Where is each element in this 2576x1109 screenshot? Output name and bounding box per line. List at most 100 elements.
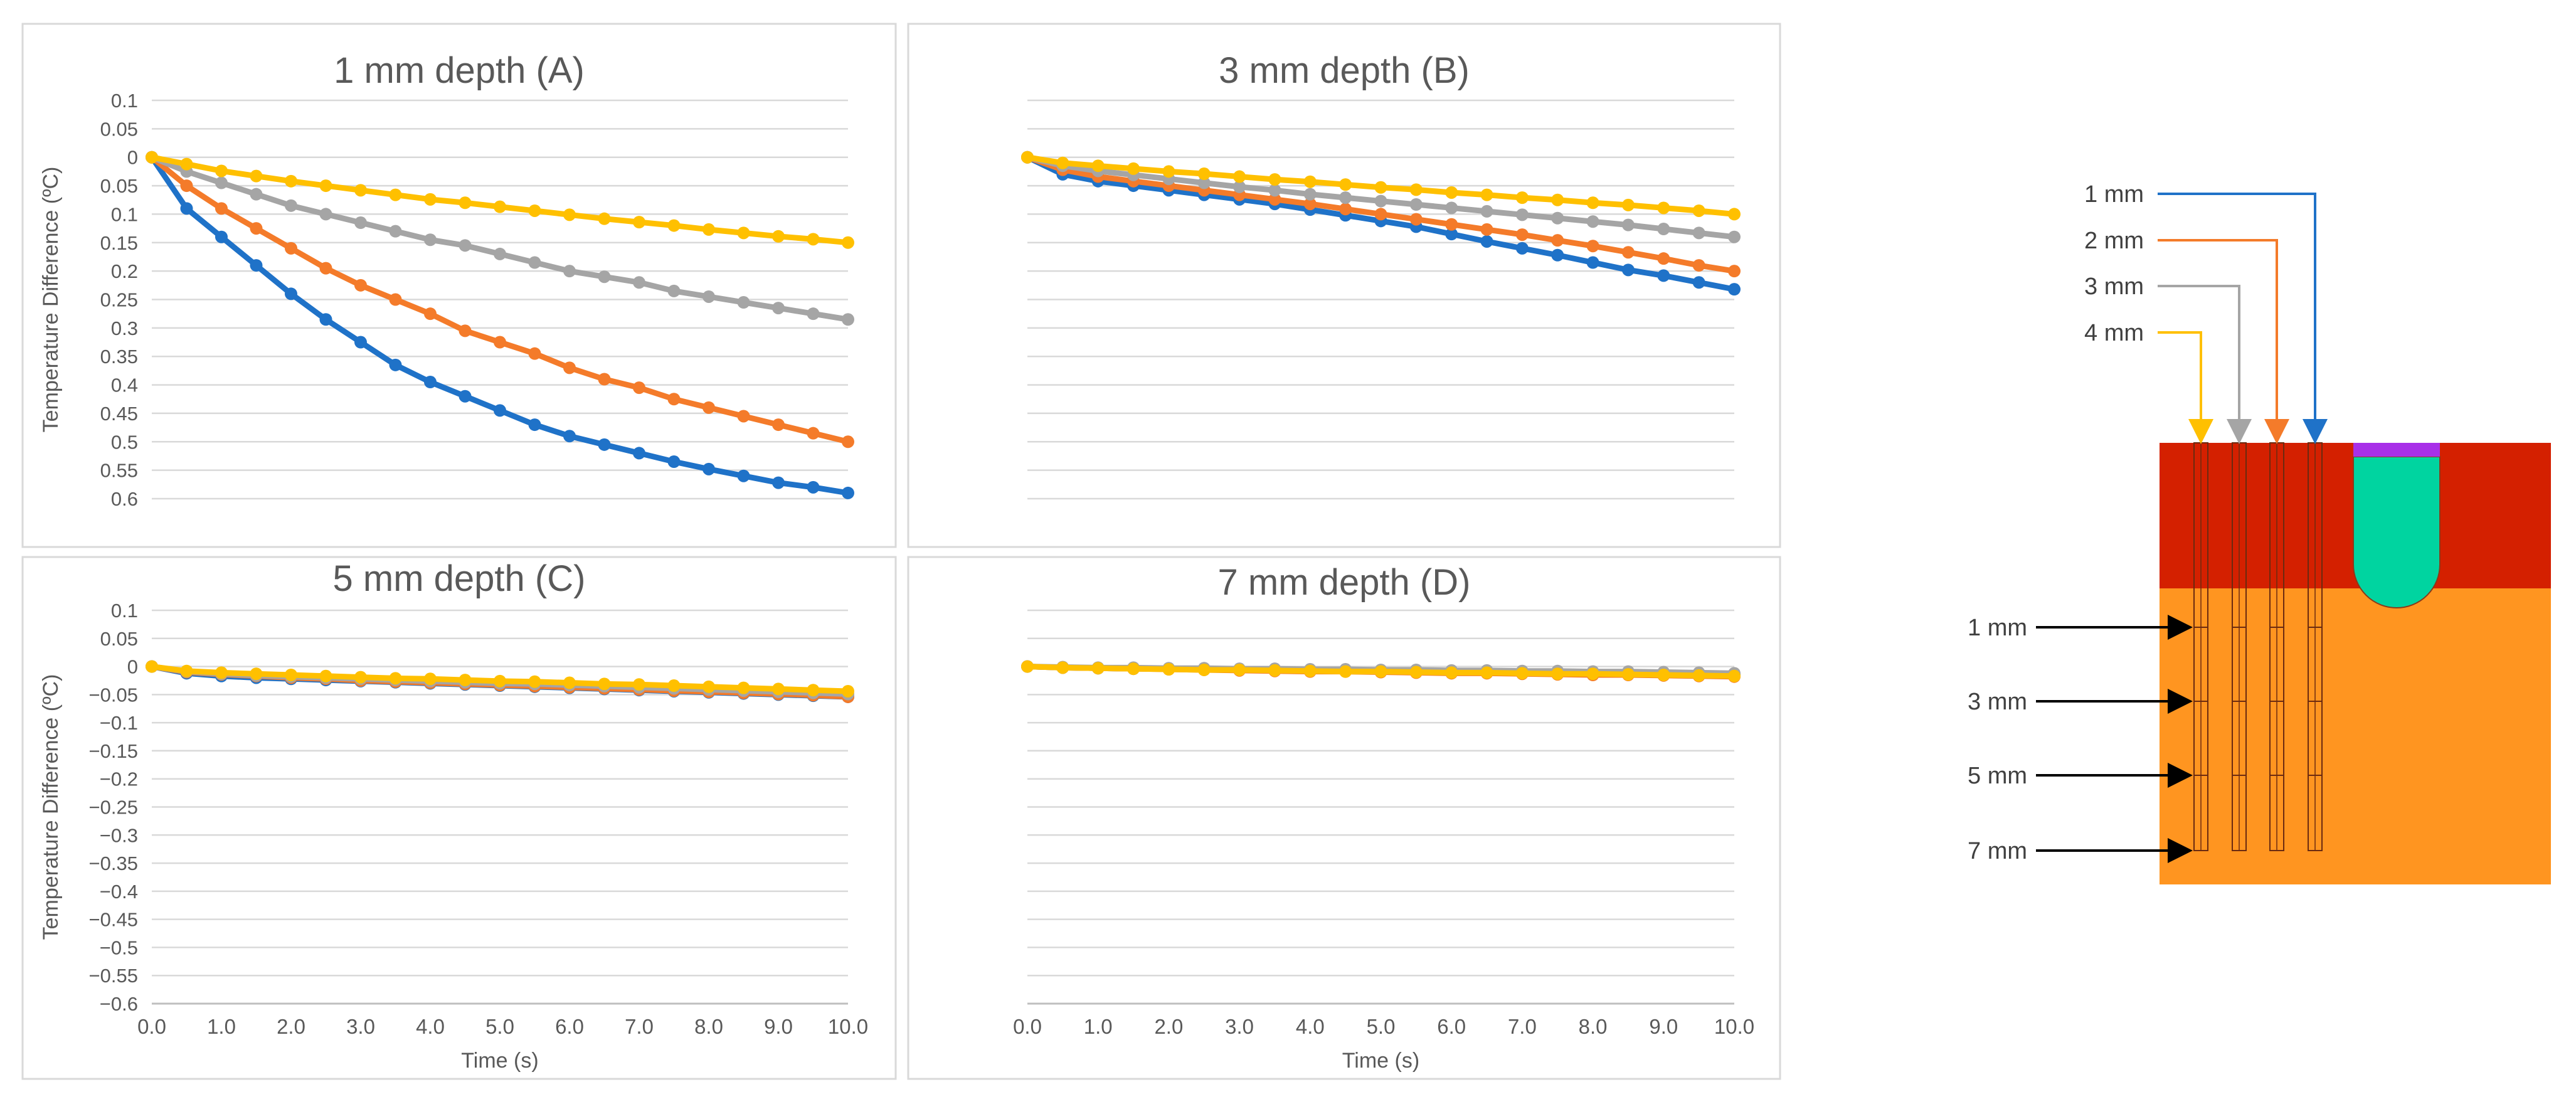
data-point [215,666,228,679]
data-point [1445,228,1458,241]
data-point [354,184,367,197]
data-point [458,239,472,252]
data-point [598,438,611,451]
data-point [424,233,437,247]
y-tick-label: −0.4 [100,881,138,903]
data-point [250,259,263,272]
insert-cap [2353,443,2440,457]
y-tick-label: 0.4 [111,374,138,396]
chart-title: 5 mm depth (C) [333,558,586,599]
probe-arrow [2158,331,2213,444]
data-point [772,230,785,243]
data-point [598,373,611,386]
y-tick-label: 0.3 [111,317,138,339]
y-tick-label: −0.55 [89,965,138,987]
data-point [215,202,228,215]
y-tick-label: 0.35 [100,346,138,368]
x-tick-label: 9.0 [1649,1015,1678,1038]
data-point [1551,211,1564,225]
data-point [667,284,681,297]
data-point [1303,664,1317,677]
data-point [1515,228,1529,241]
y-tick-label: 0.6 [111,488,138,510]
data-point [772,302,785,315]
data-point [319,313,332,326]
y-tick-label: 0.05 [100,628,138,650]
chart-frame [21,556,897,1080]
series-4mm [146,151,854,249]
data-point [494,674,506,687]
y-tick-label: −0.15 [89,740,138,762]
y-tick-label: −0.3 [100,824,138,846]
data-point [528,347,541,360]
data-point [702,462,715,475]
data-point [633,678,645,691]
data-point [250,667,263,681]
y-tick-label: 0 [127,656,138,678]
data-point [1515,667,1529,680]
data-point [1445,186,1458,199]
data-point [842,313,854,326]
data-point [1374,181,1387,194]
data-point [1233,180,1246,193]
data-point [319,669,332,682]
charts-group: 1 mm depth (A) 0.1 0.05 0 0.05 0.1 0.15 0.2 0.25… [21,23,1781,1080]
y-tick-label: −0.6 [100,993,138,1015]
data-point [1374,665,1387,678]
data-point [1551,248,1564,262]
data-point [1374,208,1387,221]
depth-label: 1 mm [1968,615,2027,641]
data-point [319,262,332,275]
series-4mm [146,660,854,698]
x-tick-label: 1.0 [1084,1015,1113,1038]
data-point [1268,664,1281,677]
chart-panel-2: 5 mm depth (C) 0.1 0.05 0 −0.05 −0.1 −0.15 −0.2… [21,556,897,1080]
data-point [667,393,681,406]
y-tick-label: 0.05 [100,118,138,140]
data-point [633,381,645,395]
x-tick-label: 1.0 [207,1015,236,1038]
data-point [424,672,437,686]
x-tick-label: 10.0 [828,1015,868,1038]
x-tick-label: 2.0 [1154,1015,1183,1038]
data-point [1127,162,1140,175]
data-point [285,174,297,188]
chart-frame [907,23,1781,548]
data-point [1551,234,1564,247]
y-tick-label: 0.05 [100,175,138,197]
data-point [633,216,645,229]
x-tick-label: 5.0 [1367,1015,1396,1038]
data-point [633,276,645,289]
data-point [598,677,611,691]
data-point [285,241,297,255]
data-point [598,270,611,284]
data-point [633,447,645,460]
data-point [563,265,576,278]
data-point [424,193,437,206]
data-point [1586,215,1599,228]
data-point [1409,183,1423,196]
data-point [1374,194,1387,208]
y-tick-label: −0.5 [100,937,138,958]
data-point [1515,208,1529,221]
data-point [1692,259,1705,272]
data-point [319,208,332,221]
data-point [1480,223,1493,236]
x-tick-label: 6.0 [555,1015,584,1038]
data-point [1692,669,1705,682]
data-point [146,151,158,164]
y-tick-label: 0.45 [100,403,138,425]
data-point [1162,165,1175,178]
probe-label: 1 mm [2084,181,2144,208]
data-point [1339,665,1352,678]
y-tick-label: −0.05 [89,684,138,706]
probe-arrow [2158,193,2328,444]
data-point [528,204,541,217]
data-point [1339,203,1352,216]
data-point [702,223,715,236]
data-point [354,279,367,292]
data-point [1728,208,1741,221]
data-point [737,226,750,240]
data-point [842,486,854,499]
